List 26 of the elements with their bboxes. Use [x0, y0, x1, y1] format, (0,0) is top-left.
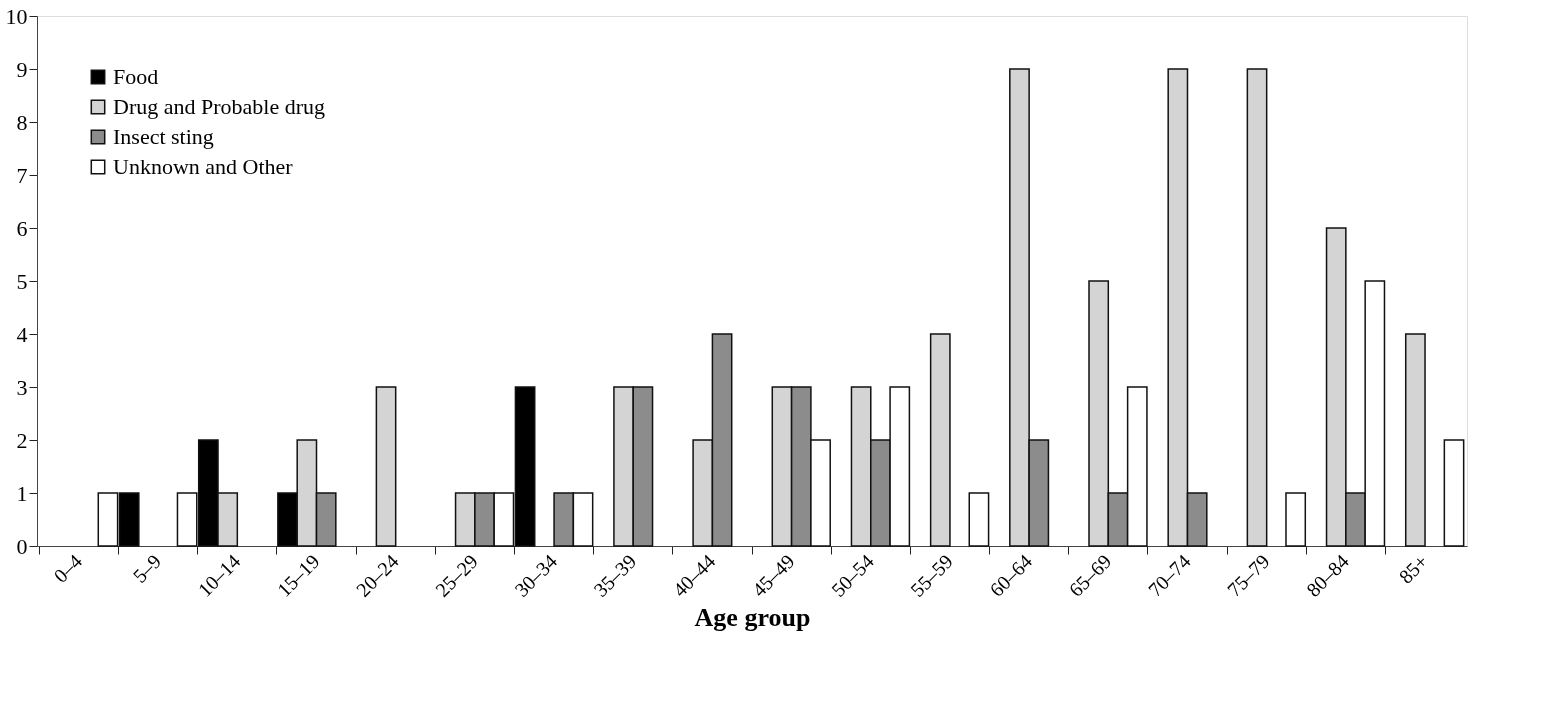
y-tick-label: 1	[16, 480, 28, 506]
y-tick-label: 5	[16, 268, 28, 294]
y-tick-label: 4	[16, 321, 28, 347]
bar	[929, 333, 951, 547]
legend-label: Insect sting	[113, 124, 214, 149]
y-tick-label: 9	[16, 56, 28, 82]
y-tick-label: 0	[16, 533, 28, 559]
bar	[1404, 333, 1426, 547]
y-tick-label: 2	[16, 427, 28, 453]
x-tick-label: 0–4	[49, 550, 87, 587]
bar	[1443, 439, 1465, 547]
legend-label: Food	[113, 64, 159, 89]
legend-label: Drug and Probable drug	[113, 94, 326, 119]
legend-label: Unknown and Other	[113, 154, 294, 179]
y-tick-label: 8	[16, 109, 28, 135]
x-tick-label: 85+	[1394, 550, 1433, 588]
y-tick-label: 10	[5, 3, 28, 29]
y-tick-label: 6	[16, 215, 28, 241]
x-axis-title: Age group	[694, 602, 811, 632]
bar	[1285, 492, 1307, 547]
x-tick-label: 5–9	[128, 550, 166, 587]
bar	[375, 386, 397, 547]
bar	[968, 492, 990, 547]
y-tick-label: 3	[16, 374, 28, 400]
y-tick-label: 7	[16, 162, 28, 188]
bar	[1246, 68, 1268, 547]
